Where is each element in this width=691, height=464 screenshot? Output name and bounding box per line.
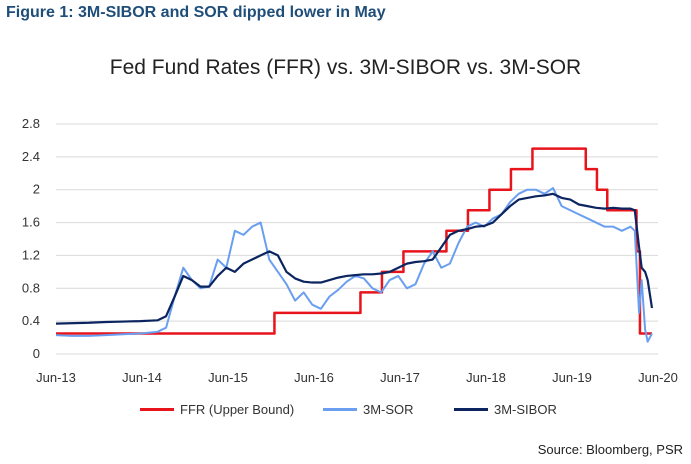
series-line-sibor: [55, 192, 654, 325]
x-tick-label: Jun-19: [552, 370, 592, 385]
legend-swatch-sor: [323, 408, 357, 411]
series-line-sor: [55, 187, 653, 343]
x-axis-ticks: Jun-13 Jun-14 Jun-15 Jun-16 Jun-17 Jun-18 Jun-…: [36, 370, 678, 385]
y-tick-label: 2.8: [22, 116, 40, 131]
x-tick-label: Jun-15: [208, 370, 248, 385]
y-tick-label: 2.4: [22, 149, 40, 164]
y-tick-label: 1.6: [22, 215, 40, 230]
series-line-ffr: [56, 147, 652, 335]
x-tick-label: Jun-13: [36, 370, 76, 385]
y-tick-label: 2: [33, 182, 40, 197]
y-tick-label: 1.2: [22, 247, 40, 262]
legend-label-sor: 3M-SOR: [363, 402, 414, 417]
figure-title: Figure 1: 3M-SIBOR and SOR dipped lower …: [6, 4, 386, 21]
gridlines: [56, 123, 658, 355]
legend-label-sibor: 3M-SIBOR: [494, 402, 557, 417]
source-note: Source: Bloomberg, PSR: [537, 442, 683, 457]
x-tick-label: Jun-20: [638, 370, 678, 385]
y-tick-label: 0.8: [22, 280, 40, 295]
x-tick-label: Jun-18: [466, 370, 506, 385]
y-tick-label: 0.4: [22, 313, 40, 328]
y-axis-ticks: 0 0.4 0.8 1.2 1.6 2 2.4 2.8: [22, 116, 40, 361]
legend-item-ffr: FFR (Upper Bound): [140, 402, 294, 417]
legend: FFR (Upper Bound) 3M-SOR 3M-SIBOR: [140, 402, 620, 422]
legend-swatch-sibor: [454, 408, 488, 411]
legend-swatch-ffr: [140, 408, 174, 411]
x-tick-label: Jun-14: [122, 370, 162, 385]
y-tick-label: 0: [33, 346, 40, 361]
legend-item-sor: 3M-SOR: [323, 402, 414, 417]
legend-item-sibor: 3M-SIBOR: [454, 402, 557, 417]
x-tick-label: Jun-17: [380, 370, 420, 385]
series-lines: [55, 147, 654, 343]
x-tick-label: Jun-16: [294, 370, 334, 385]
chart-title: Fed Fund Rates (FFR) vs. 3M-SIBOR vs. 3M…: [109, 56, 582, 79]
legend-label-ffr: FFR (Upper Bound): [180, 402, 295, 417]
